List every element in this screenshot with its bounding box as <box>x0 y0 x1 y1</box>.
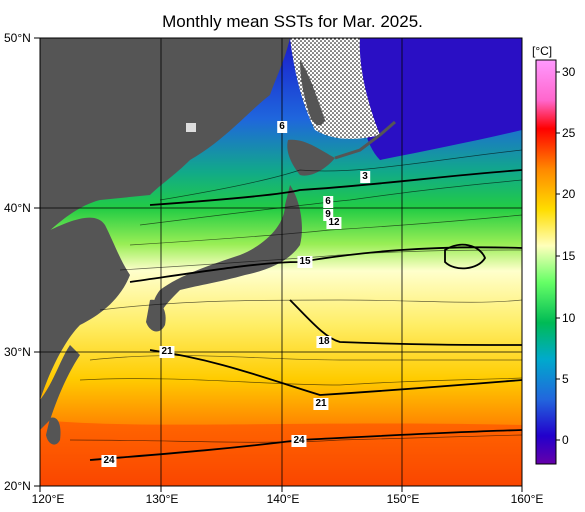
land-taiwan <box>46 417 61 445</box>
land-kuril <box>334 120 396 160</box>
colorbar-tick: 10 <box>562 311 576 325</box>
land-china-coast <box>40 345 80 430</box>
contour-label: 6 <box>323 196 333 208</box>
contour-label: 18 <box>316 336 332 348</box>
land-asia <box>40 38 290 240</box>
contour-label: 24 <box>291 435 307 447</box>
map-title: Monthly mean SSTs for Mar. 2025. <box>162 12 423 31</box>
contour-label: 15 <box>297 256 313 268</box>
contour-label: 6 <box>277 121 287 133</box>
contour-label: 3 <box>360 171 370 183</box>
lat-label-50: 50°N <box>4 31 31 45</box>
land-hokkaido <box>287 139 335 176</box>
land-korea-china <box>40 217 130 400</box>
colorbar-tick: 0 <box>562 433 569 447</box>
colorbar <box>535 59 557 465</box>
warm-bank <box>40 420 522 486</box>
colorbar-tick: 20 <box>562 187 576 201</box>
contour-label: 21 <box>313 398 329 410</box>
contour-label: 9 <box>323 209 333 221</box>
lon-label-160: 160°E <box>510 492 544 506</box>
lat-label-20: 20°N <box>4 479 31 493</box>
land-honshu <box>152 185 302 320</box>
colorbar-tick: 5 <box>562 372 569 386</box>
contour-label: 21 <box>159 346 175 358</box>
lon-label-140: 140°E <box>266 492 300 506</box>
contour-label: 12 <box>326 217 342 229</box>
lat-label-40: 40°N <box>4 201 31 215</box>
lat-label-30: 30°N <box>4 345 31 359</box>
land-island <box>186 123 196 132</box>
cold-water <box>358 38 522 160</box>
lon-label-120: 120°E <box>31 492 65 506</box>
land-sakhalin <box>300 60 325 126</box>
lon-label-130: 130°E <box>145 492 179 506</box>
colorbar-tick: 30 <box>562 65 576 79</box>
contour-label: 24 <box>101 455 117 467</box>
lon-label-150: 150°E <box>386 492 420 506</box>
colorbar-tick: 25 <box>562 126 576 140</box>
colorbar-tick: 15 <box>562 249 576 263</box>
colorbar-unit: [°C] <box>532 44 553 58</box>
